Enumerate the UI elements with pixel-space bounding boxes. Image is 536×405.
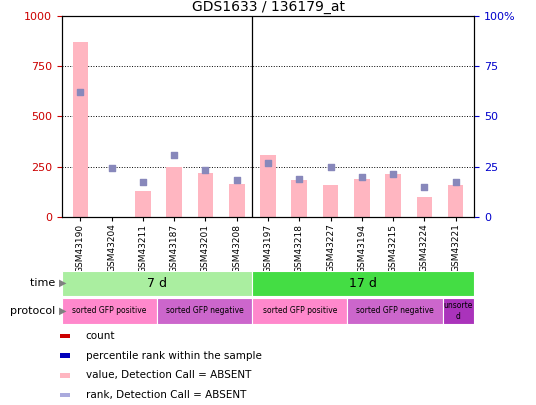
- Bar: [252, 271, 474, 296]
- Bar: [59, 393, 70, 397]
- Point: [358, 173, 366, 180]
- Text: sorted GFP positive: sorted GFP positive: [72, 306, 146, 315]
- Bar: [229, 183, 244, 217]
- Text: ▶: ▶: [59, 278, 66, 288]
- Bar: [416, 197, 432, 217]
- Bar: [443, 298, 474, 324]
- Text: time: time: [30, 278, 59, 288]
- Bar: [157, 298, 252, 324]
- Point: [170, 151, 178, 158]
- Point: [295, 175, 303, 182]
- Point: [76, 89, 85, 96]
- Point: [420, 183, 429, 190]
- Bar: [385, 174, 401, 217]
- Bar: [354, 179, 370, 217]
- Text: rank, Detection Call = ABSENT: rank, Detection Call = ABSENT: [86, 390, 246, 400]
- Bar: [252, 298, 347, 324]
- Point: [326, 163, 335, 170]
- Text: 17 d: 17 d: [349, 277, 377, 290]
- Text: sorted GFP negative: sorted GFP negative: [166, 306, 243, 315]
- Point: [139, 178, 147, 185]
- Text: unsorte
d: unsorte d: [444, 301, 473, 320]
- Text: count: count: [86, 331, 115, 341]
- Bar: [62, 298, 157, 324]
- Bar: [292, 179, 307, 217]
- Bar: [260, 155, 276, 217]
- Bar: [323, 185, 338, 217]
- Bar: [135, 191, 151, 217]
- Point: [451, 178, 460, 185]
- Bar: [72, 42, 88, 217]
- Point: [233, 176, 241, 183]
- Text: sorted GFP negative: sorted GFP negative: [356, 306, 434, 315]
- Text: value, Detection Call = ABSENT: value, Detection Call = ABSENT: [86, 371, 251, 380]
- Text: 7 d: 7 d: [147, 277, 167, 290]
- Bar: [347, 298, 443, 324]
- Bar: [198, 173, 213, 217]
- Text: protocol: protocol: [10, 306, 59, 316]
- Bar: [62, 271, 252, 296]
- Point: [107, 164, 116, 171]
- Bar: [59, 353, 70, 358]
- Text: percentile rank within the sample: percentile rank within the sample: [86, 351, 262, 360]
- Text: sorted GFP positive: sorted GFP positive: [263, 306, 337, 315]
- Title: GDS1633 / 136179_at: GDS1633 / 136179_at: [191, 0, 345, 14]
- Point: [389, 171, 397, 177]
- Bar: [59, 334, 70, 338]
- Bar: [59, 373, 70, 378]
- Bar: [448, 185, 464, 217]
- Point: [264, 159, 272, 166]
- Bar: [166, 166, 182, 217]
- Text: ▶: ▶: [59, 306, 66, 316]
- Point: [201, 166, 210, 173]
